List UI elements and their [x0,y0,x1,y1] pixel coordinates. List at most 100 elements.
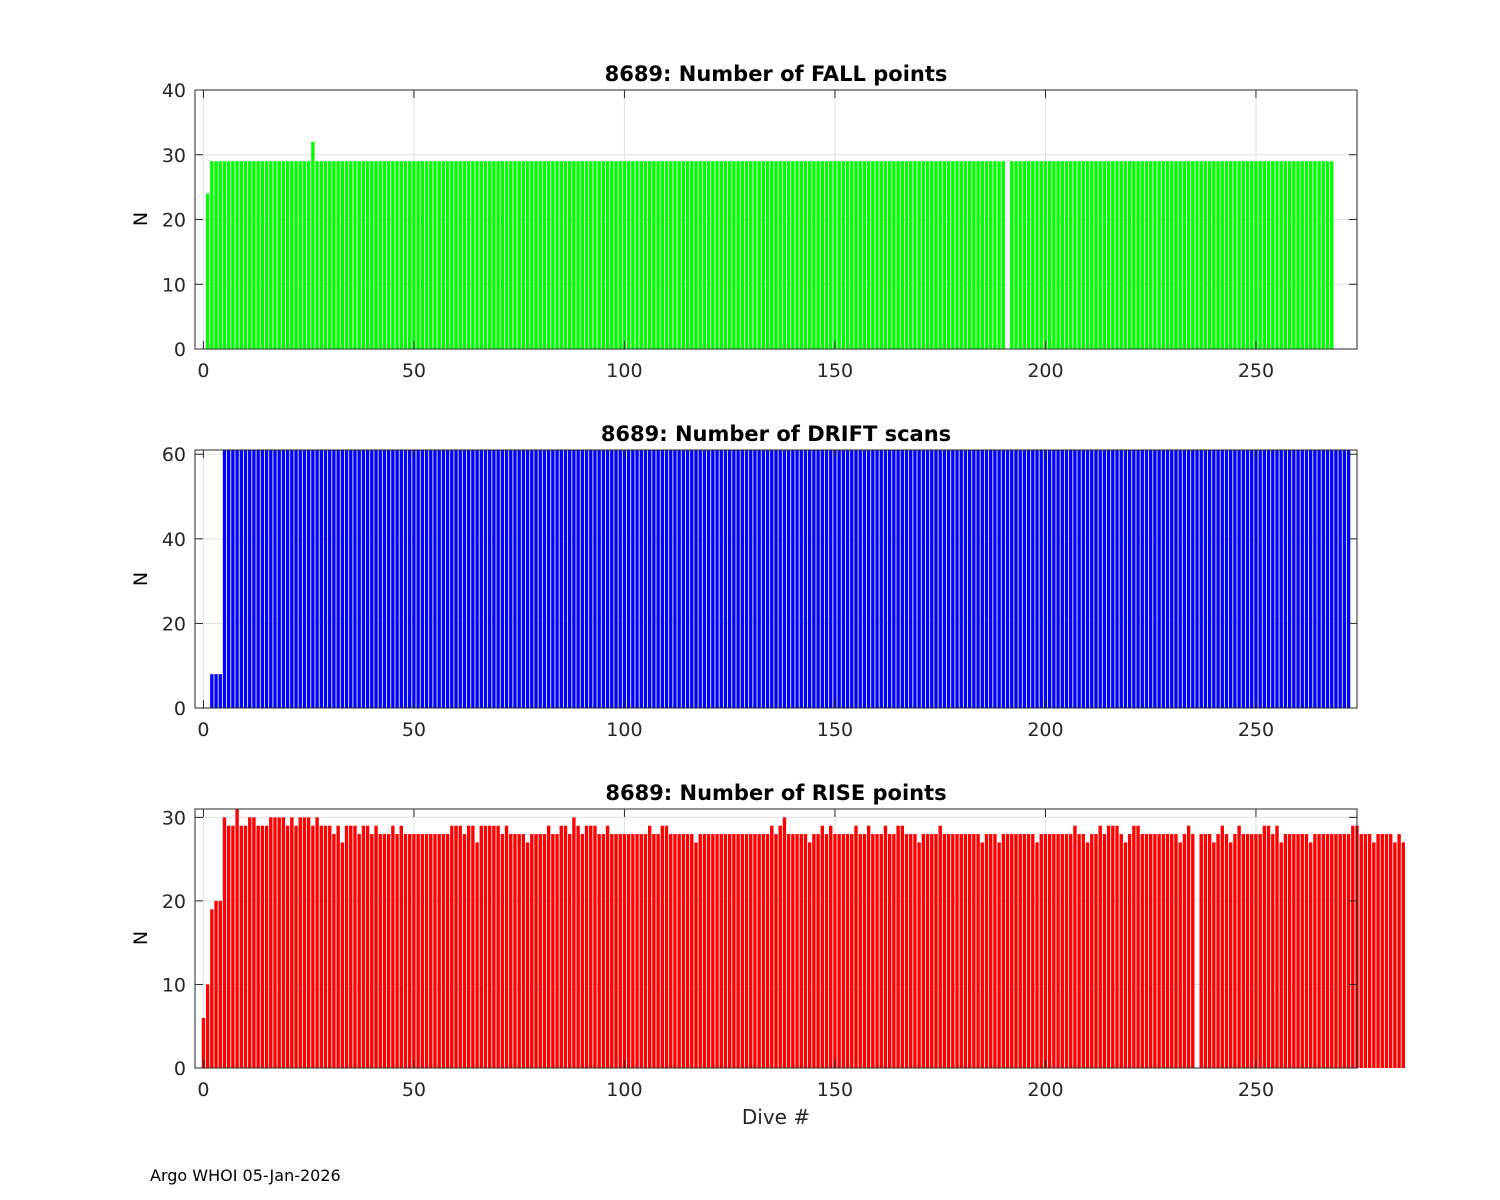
fall-bar [441,161,446,349]
rise-bar [378,834,382,1068]
drift-bar [866,450,871,708]
rise-bar [921,834,926,1068]
drift-y-tick-label: 60 [162,444,186,466]
rise-bar [761,834,766,1068]
fall-bar [1056,161,1060,349]
drift-bar [374,450,378,708]
drift-bar [782,450,787,708]
fall-y-tick-label: 0 [174,339,186,361]
rise-bar [900,825,904,1068]
fall-points-panel: 8689: Number of FALL points N 0 50 100 150 2… [130,62,1358,382]
drift-bar [1254,450,1258,708]
rise-bar [1014,834,1018,1068]
rise-bar [841,834,846,1068]
drift-bar [1186,450,1191,708]
rise-bar [357,834,361,1068]
rise-bar [1313,834,1317,1068]
drift-bar [479,450,483,708]
drift-bar [1069,450,1073,708]
drift-bar [972,450,976,708]
drift-bar [323,450,328,708]
rise-bar [626,834,631,1068]
drift-bar [294,450,298,708]
drift-bar [829,450,833,708]
drift-bar [269,450,273,708]
rise-bar [1397,834,1401,1068]
drift-bar [1014,450,1018,708]
drift-bar [816,450,820,708]
rise-bar [1132,825,1136,1068]
fall-bar [1203,161,1208,349]
x-axis-label: Dive # [742,1105,810,1129]
rise-bar [1287,834,1292,1068]
drift-bar [610,450,614,708]
fall-bar [551,161,555,349]
rise-bar [513,834,517,1068]
drift-bar [466,450,471,708]
drift-bar [1005,450,1010,708]
rise-bar [525,842,530,1068]
drift-bar [264,450,269,708]
drift-bar [1229,450,1233,708]
drift-bar [403,450,408,708]
fall-bar [816,161,820,349]
fall-bar [1161,161,1166,349]
rise-bar [913,834,917,1068]
fall-bar [959,161,963,349]
fall-bar [496,161,500,349]
drift-x-tick-label: 250 [1238,719,1274,741]
fall-bar [597,161,601,349]
rise-bar [205,984,210,1068]
rise-bar [643,834,648,1068]
fall-bar [429,161,433,349]
fall-bar [963,161,968,349]
drift-bar [1026,450,1031,708]
rise-bar [820,825,824,1068]
drift-bar [496,450,500,708]
rise-bar [778,825,782,1068]
fall-bar [319,161,323,349]
rise-bar [664,825,669,1068]
drift-bar [248,450,252,708]
drift-chart-title: 8689: Number of DRIFT scans [601,422,951,446]
drift-bar [681,450,686,708]
drift-bar [1304,450,1309,708]
fall-bar [488,161,492,349]
drift-bar [900,450,904,708]
fall-bar [298,161,302,349]
drift-bar [896,450,900,708]
fall-bar [808,161,812,349]
drift-bar [1098,450,1102,708]
drift-bar [509,450,513,708]
fall-bar [934,161,938,349]
drift-bar [963,450,968,708]
drift-bar [1207,450,1212,708]
fall-bar [445,161,450,349]
fall-bar [698,161,702,349]
fall-bar [1292,161,1296,349]
drift-bar [808,450,812,708]
rise-bar [572,817,576,1068]
rise-y-tick-label: 20 [162,891,186,913]
rise-bar [980,842,984,1068]
drift-y-tick-label: 20 [162,613,186,635]
rise-bar [1026,834,1031,1068]
drift-bar [1035,450,1039,708]
rise-bar [685,834,690,1068]
drift-bar [812,450,816,708]
drift-bar [559,450,563,708]
drift-bar [576,450,580,708]
fall-bar [744,161,749,349]
drift-bar [235,450,239,708]
drift-bar [302,450,307,708]
fall-bar [306,161,311,349]
drift-bar [1338,450,1342,708]
rise-bar [782,817,787,1068]
fall-bar [812,161,816,349]
drift-bar [1022,450,1027,708]
drift-bar [1052,450,1056,708]
fall-bar [1275,161,1279,349]
drift-bar [382,450,387,708]
rise-bar [871,834,875,1068]
rise-bar [736,834,740,1068]
